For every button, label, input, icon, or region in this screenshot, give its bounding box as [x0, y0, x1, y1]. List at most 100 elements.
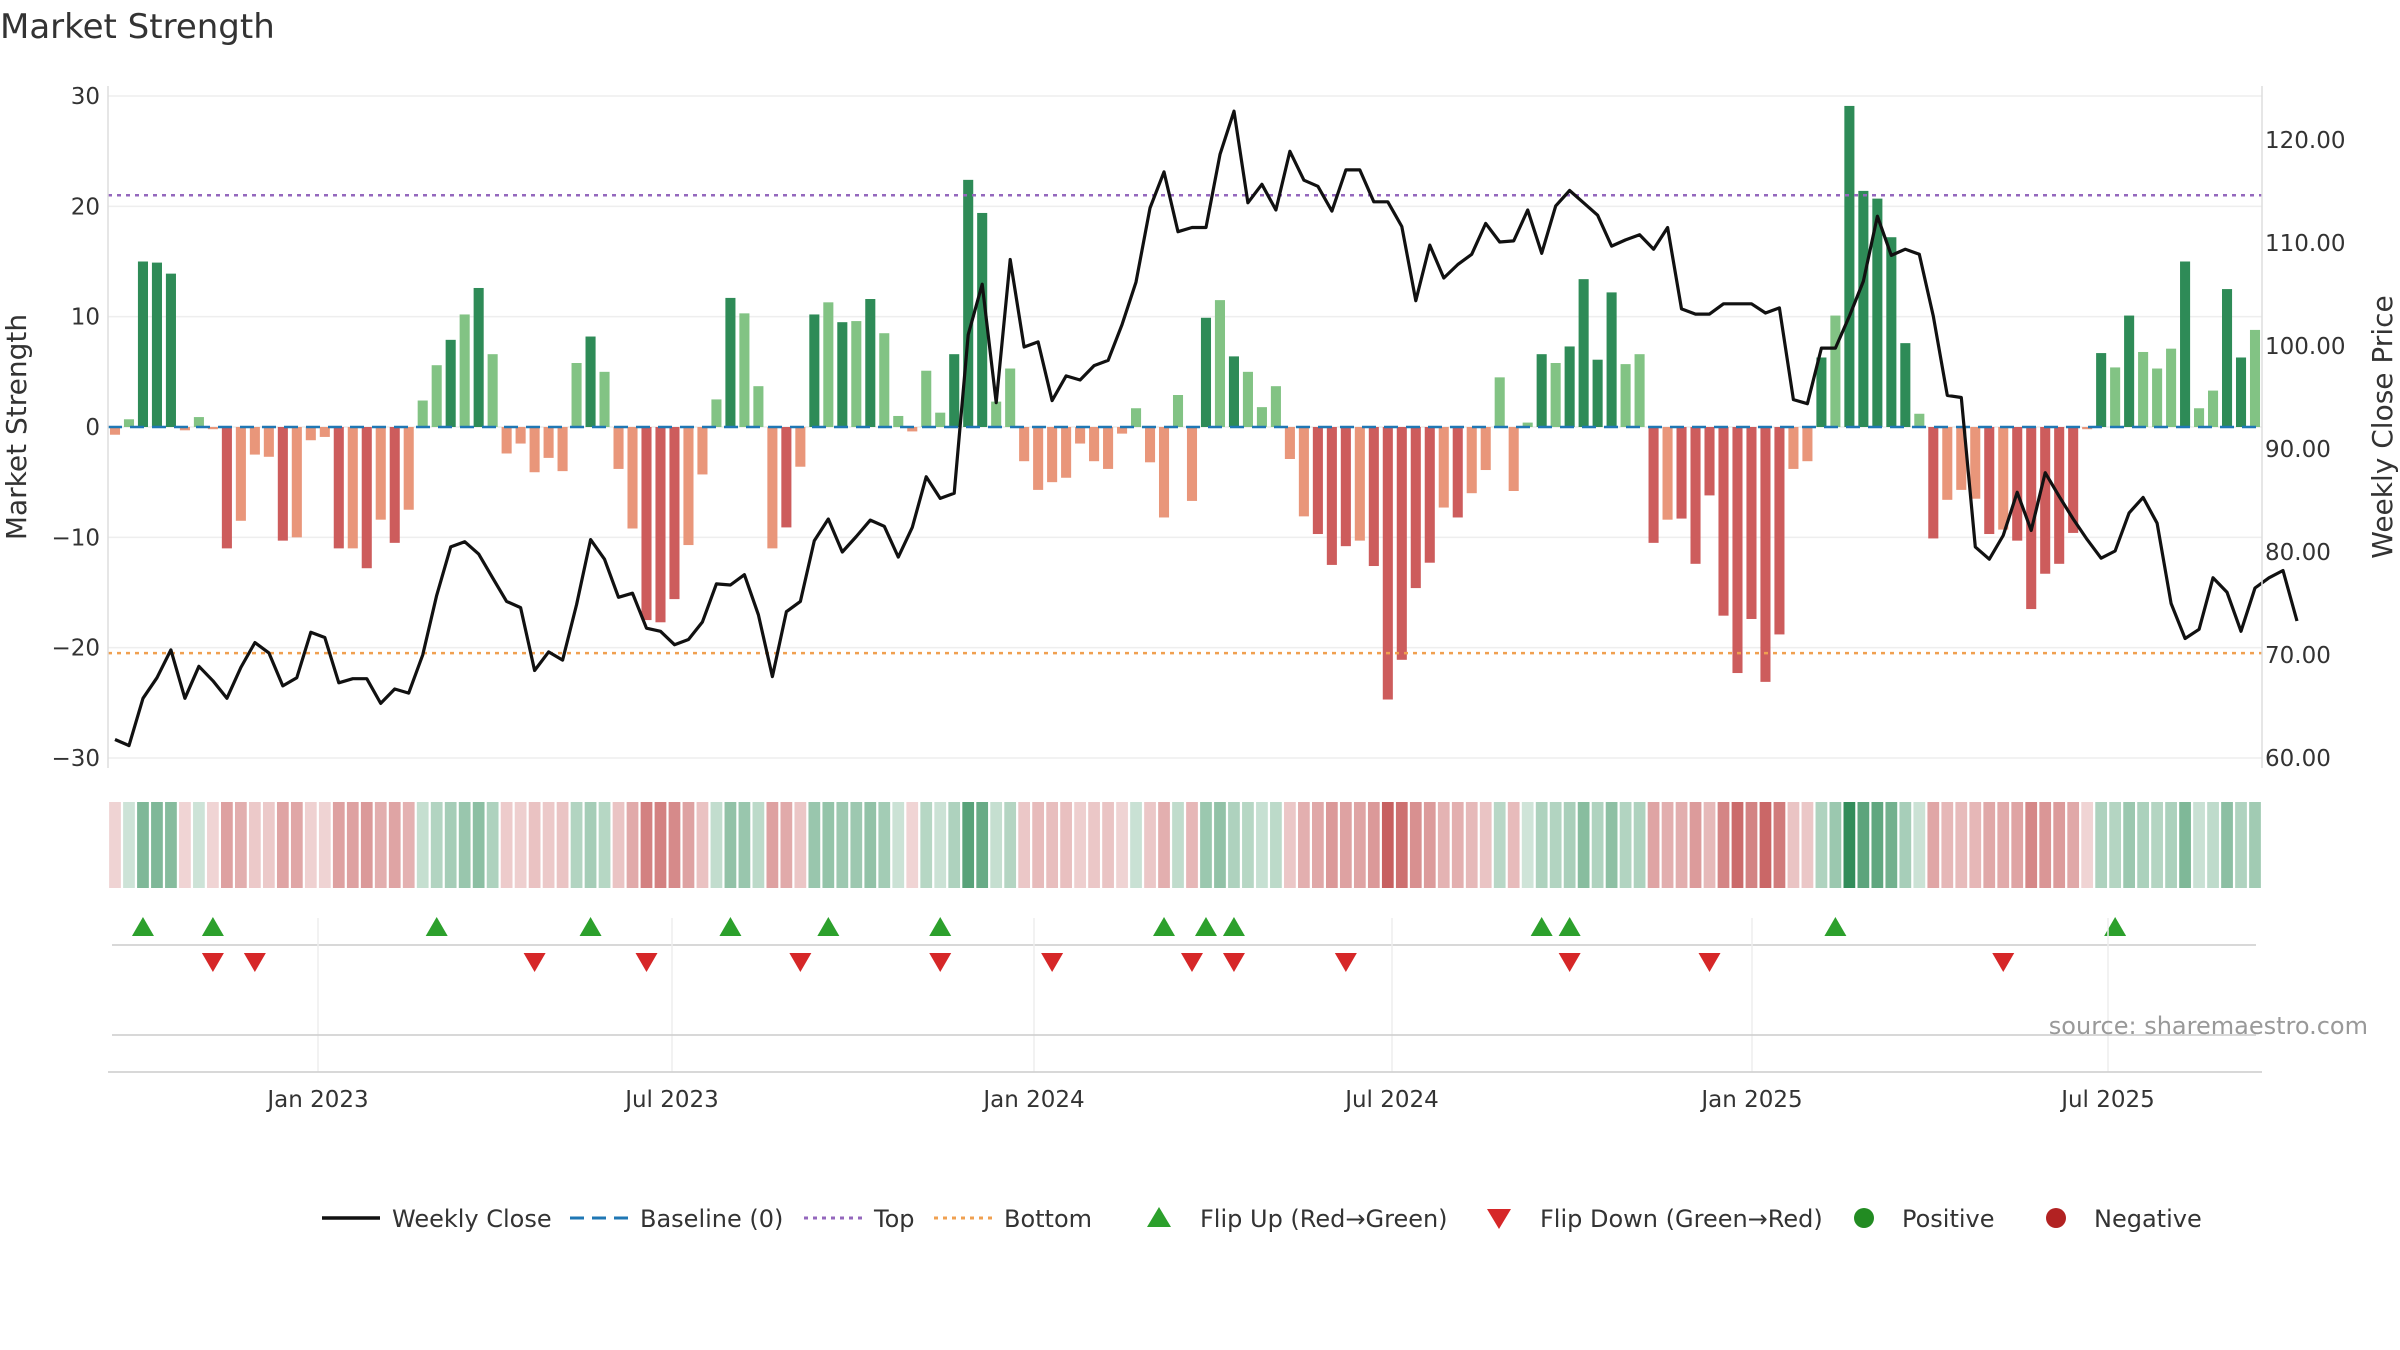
strength-bar: [1396, 427, 1407, 660]
y2-tick-label: 120.00: [2265, 128, 2345, 154]
heat-cell: [1927, 802, 1940, 888]
heat-cell: [1270, 802, 1282, 888]
heat-cell: [248, 802, 261, 888]
heat-cell: [1018, 802, 1031, 888]
heat-cell: [1997, 802, 2010, 888]
source-label: source: sharemaestro.com: [2049, 1012, 2368, 1040]
heat-cell: [1339, 802, 1352, 888]
heat-cell: [1325, 802, 1338, 888]
strength-bar: [529, 427, 540, 473]
strength-bar: [1900, 343, 1911, 427]
heat-cell: [1158, 802, 1170, 888]
heat-cell: [1437, 802, 1450, 888]
heat-cell: [2025, 802, 2038, 888]
heat-cell: [864, 802, 877, 888]
heat-cell: [1479, 802, 1492, 888]
legend-label: Baseline (0): [640, 1205, 783, 1233]
strength-bar: [263, 427, 274, 457]
strength-bar: [333, 427, 344, 549]
strength-bar: [123, 419, 135, 427]
strength-bar: [585, 336, 596, 427]
strength-bar: [641, 427, 652, 621]
heat-cell: [1130, 802, 1142, 888]
strength-bar: [1340, 427, 1351, 547]
heat-cell: [1507, 802, 1520, 888]
strength-bar: [1620, 364, 1631, 427]
heat-cell: [486, 802, 499, 888]
heat-cell: [458, 802, 471, 888]
strength-bar: [1326, 427, 1337, 565]
strength-bar: [2138, 351, 2149, 427]
heat-cell: [850, 802, 863, 888]
strength-bar: [1089, 427, 1100, 462]
heat-cell: [2137, 802, 2149, 888]
legend-item: Top: [804, 1205, 915, 1233]
x-axis: Jan 2023 Jul 2023 Jan 2024 Jul 2024 Jan 2025…: [108, 918, 2262, 1113]
y2-tick-label: 90.00: [2265, 437, 2331, 463]
heat-cell: [1088, 802, 1100, 888]
axes: 30 20 10 0 −10 −20 −30 120.00 110.00 100.00 90.00 8…: [0, 84, 2399, 772]
heat-cell: [1941, 802, 1954, 888]
heat-cell: [598, 802, 611, 888]
heat-cell: [1619, 802, 1632, 888]
heat-cell: [1647, 802, 1660, 888]
heat-cell: [444, 802, 457, 888]
flip-down-marker: [243, 953, 266, 972]
legend-item: Positive: [1854, 1205, 1995, 1233]
heat-cell: [1703, 802, 1716, 888]
heat-cell: [626, 802, 639, 888]
x-tick-label: Jul 2023: [623, 1087, 719, 1113]
weekly-close-line: [114, 109, 2299, 748]
strength-bar: [907, 427, 918, 432]
strength-bar: [459, 314, 470, 427]
strength-bar: [445, 339, 456, 427]
heat-cell: [1451, 802, 1464, 888]
legend-label: Flip Down (Green→Red): [1540, 1205, 1823, 1233]
strength-bar: [291, 427, 302, 538]
y2-tick-label: 80.00: [2265, 540, 2331, 566]
strength-bar: [403, 427, 414, 510]
strength-bar: [1186, 427, 1198, 501]
heat-cell: [193, 802, 205, 888]
heat-cell: [2151, 802, 2163, 888]
strength-bar: [2152, 368, 2163, 427]
x-tick-label: Jul 2024: [1343, 1087, 1439, 1113]
strength-bar: [2040, 427, 2051, 574]
y2-tick-label: 60.00: [2265, 746, 2331, 772]
strength-bar: [697, 427, 708, 475]
legend-swatch-circle: [1854, 1208, 1874, 1228]
flip-up-marker: [1222, 917, 1245, 936]
flip-up-marker: [2104, 917, 2127, 936]
heat-cell: [1395, 802, 1408, 888]
strength-bar: [2208, 390, 2219, 427]
heat-cell: [1312, 802, 1324, 888]
strength-bar: [753, 386, 764, 427]
flip-up-marker: [131, 917, 154, 936]
flip-down-marker: [1041, 953, 1064, 972]
strength-bar: [515, 427, 526, 444]
strength-bar: [809, 314, 820, 427]
strength-bar: [165, 273, 176, 427]
legend-label: Negative: [2094, 1205, 2202, 1233]
heat-cell: [374, 802, 387, 888]
strength-bar: [319, 427, 330, 437]
strength-bar: [179, 427, 190, 431]
heat-cell: [528, 802, 541, 888]
heat-cell: [221, 802, 233, 888]
flip-markers: [112, 917, 2256, 972]
heat-cell: [2221, 802, 2233, 888]
heat-cell: [165, 802, 177, 888]
heat-cell: [416, 802, 429, 888]
heat-cell: [304, 802, 317, 888]
legend-item: Flip Down (Green→Red): [1487, 1205, 1823, 1233]
heat-cell: [1298, 802, 1310, 888]
strength-bar: [2235, 357, 2247, 427]
heat-cell: [990, 802, 1003, 888]
heat-cell: [1801, 802, 1814, 888]
strength-bar: [1382, 427, 1393, 700]
heat-cell: [1284, 802, 1296, 888]
strength-bar: [2194, 408, 2205, 427]
heat-cell: [179, 802, 191, 888]
y2-tick-label: 70.00: [2265, 643, 2331, 669]
strength-bar: [1536, 354, 1547, 427]
